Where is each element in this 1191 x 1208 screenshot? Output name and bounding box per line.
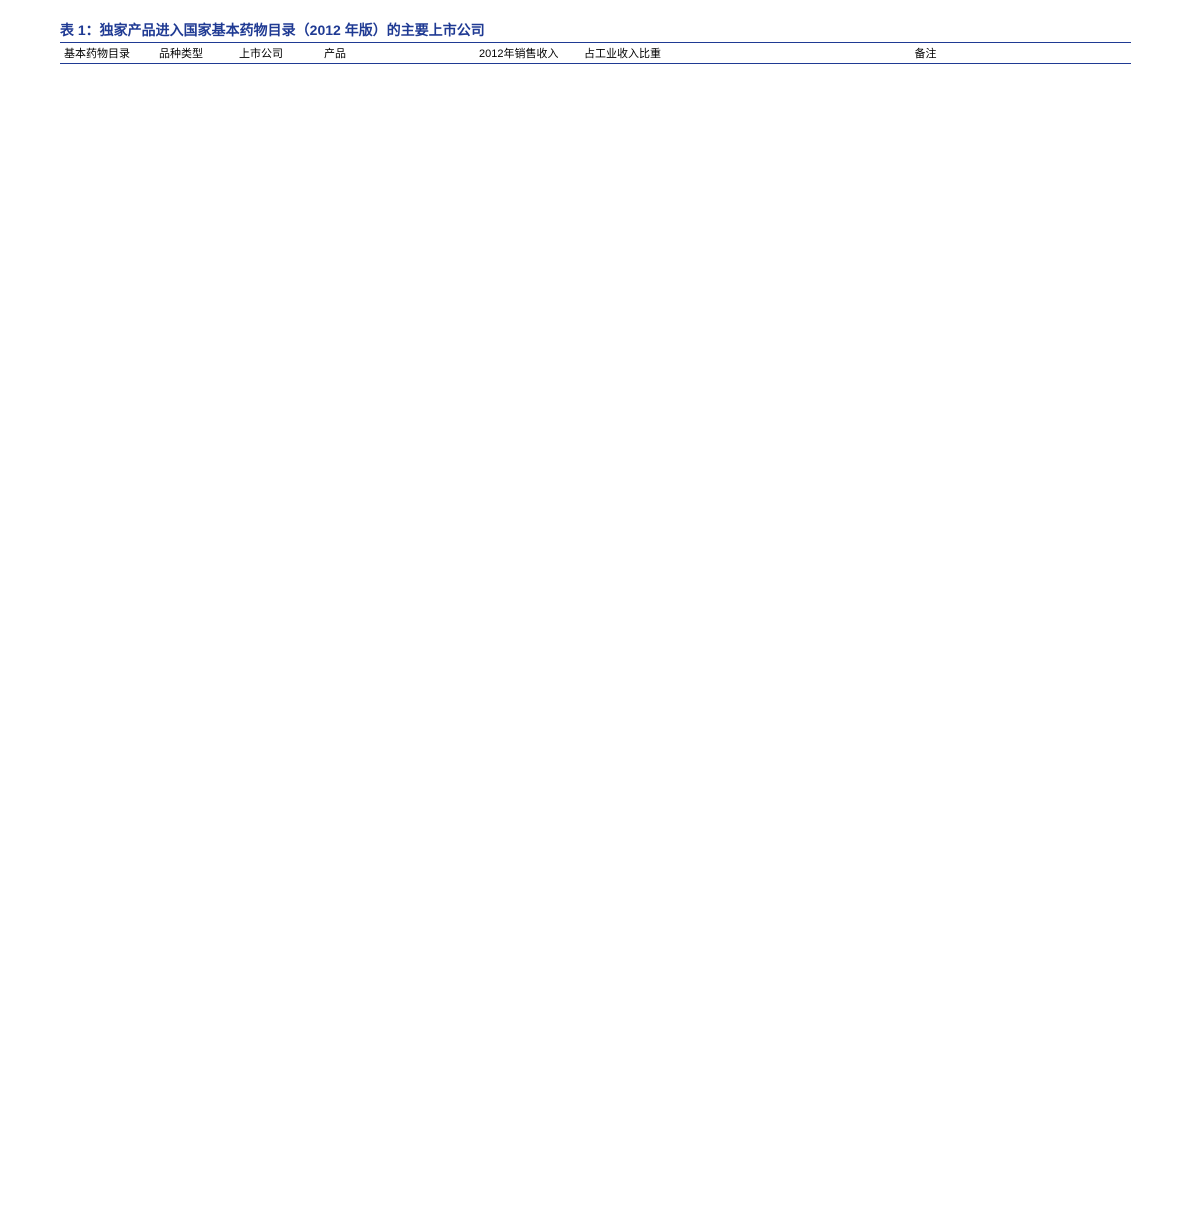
- col-share: 占工业收入比重: [580, 43, 720, 64]
- col-note: 备注: [720, 43, 1131, 64]
- header-row: 基本药物目录 品种类型 上市公司 产品 2012年销售收入 占工业收入比重 备注: [60, 43, 1131, 64]
- table-title: 表 1：独家产品进入国家基本药物目录（2012 年版）的主要上市公司: [60, 20, 1131, 40]
- col-product: 产品: [320, 43, 475, 64]
- col-type: 品种类型: [155, 43, 235, 64]
- col-company: 上市公司: [235, 43, 320, 64]
- drug-table: 基本药物目录 品种类型 上市公司 产品 2012年销售收入 占工业收入比重 备注: [60, 42, 1131, 64]
- col-catalog: 基本药物目录: [60, 43, 155, 64]
- col-revenue: 2012年销售收入: [475, 43, 580, 64]
